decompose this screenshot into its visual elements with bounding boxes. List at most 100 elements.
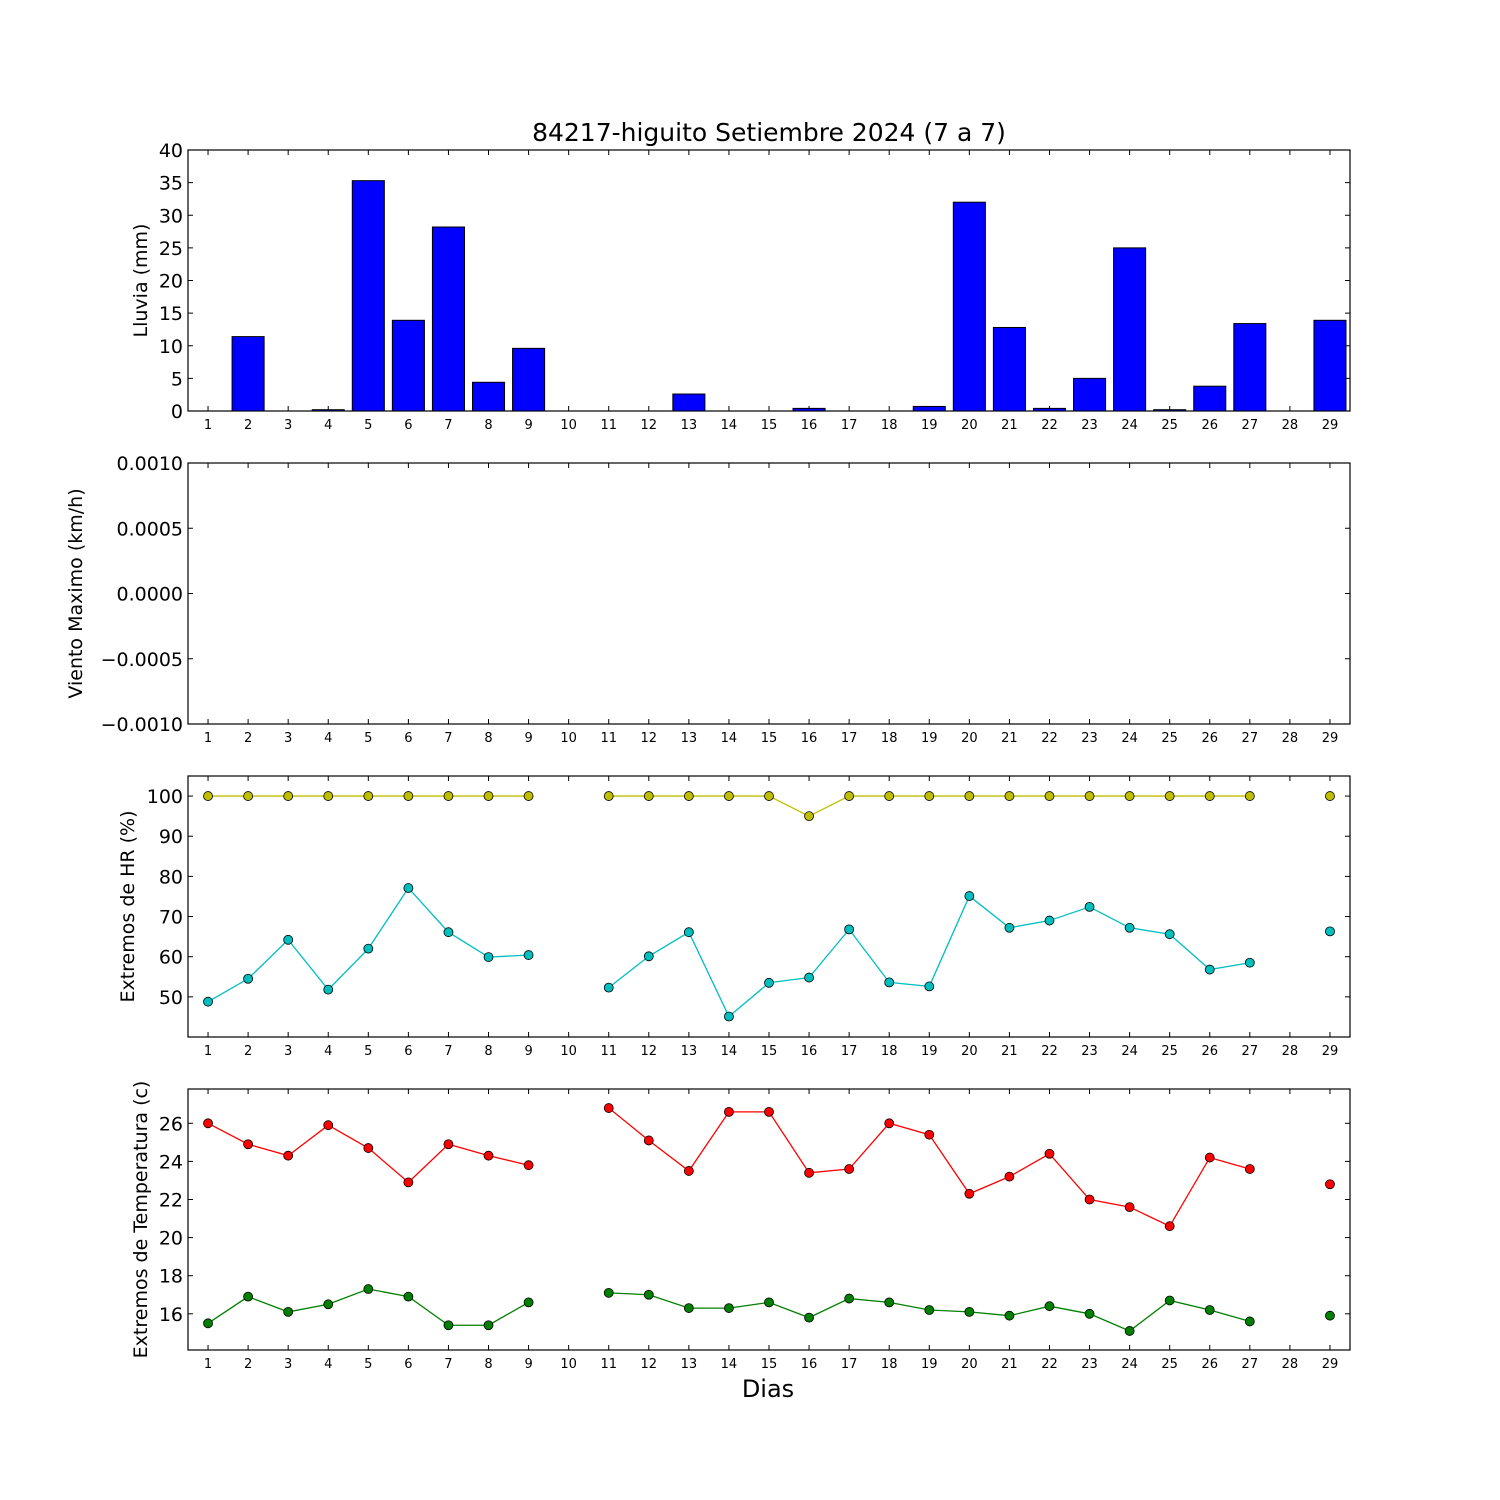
humidity-series-1-point-day-19 bbox=[924, 791, 935, 801]
temperature-series-2-point-day-17 bbox=[844, 1293, 855, 1304]
humidity-series-1-point-day-23 bbox=[1084, 791, 1095, 801]
temperature-series-1-point-day-16 bbox=[804, 1167, 814, 1178]
temperature-series-1-point-day-4 bbox=[323, 1120, 334, 1131]
x-tick-label: 2 bbox=[244, 1044, 252, 1059]
rain-bar-day-5 bbox=[351, 180, 385, 412]
x-tick-label: 1 bbox=[204, 1357, 212, 1372]
humidity-series-2-point-day-6 bbox=[403, 883, 414, 893]
x-tick-label: 19 bbox=[921, 1357, 938, 1372]
x-tick-label: 17 bbox=[841, 1357, 858, 1372]
humidity-y-axis-label: Extremos de HR (%) bbox=[117, 810, 139, 1002]
humidity-series-2-point-day-9 bbox=[523, 950, 534, 960]
y-tick-label: 70 bbox=[159, 907, 183, 929]
rain-bar-day-8 bbox=[471, 381, 506, 412]
x-tick-label: 19 bbox=[921, 418, 938, 433]
x-tick-label: 18 bbox=[881, 731, 898, 746]
temperature-series-2-point-day-19 bbox=[924, 1305, 935, 1315]
x-tick-label: 28 bbox=[1282, 1044, 1299, 1059]
x-tick-label: 1 bbox=[204, 731, 212, 746]
x-tick-label: 29 bbox=[1322, 1357, 1339, 1372]
x-tick-label: 22 bbox=[1041, 418, 1058, 433]
humidity-series-2-point-day-19 bbox=[924, 981, 935, 992]
humidity-series-2-point-day-13 bbox=[683, 927, 694, 938]
x-tick-label: 19 bbox=[921, 731, 938, 746]
temperature-series-1-point-day-21 bbox=[1004, 1171, 1015, 1182]
x-tick-label: 25 bbox=[1161, 731, 1178, 746]
x-tick-label: 17 bbox=[841, 731, 858, 746]
x-tick-label: 5 bbox=[364, 418, 372, 433]
humidity-series-1-point-day-18 bbox=[884, 791, 895, 801]
humidity-series-2-point-day-3 bbox=[283, 934, 294, 945]
temperature-series-1-point-day-18 bbox=[884, 1118, 895, 1129]
x-tick-label: 16 bbox=[801, 418, 818, 433]
humidity-series-1-point-day-17 bbox=[844, 791, 855, 801]
humidity-series-2-point-day-5 bbox=[363, 943, 374, 954]
temperature-series-1-point-day-11 bbox=[603, 1103, 614, 1113]
x-tick-label: 22 bbox=[1041, 1044, 1058, 1059]
x-tick-label: 11 bbox=[600, 731, 617, 746]
y-tick-label: 80 bbox=[159, 866, 183, 888]
humidity-series-1-point-day-29 bbox=[1325, 791, 1335, 801]
x-tick-label: 5 bbox=[364, 1357, 372, 1372]
x-tick-label: 8 bbox=[484, 1044, 492, 1059]
humidity-series-2-point-day-4 bbox=[323, 984, 334, 995]
y-tick-label: −0.0010 bbox=[101, 714, 183, 736]
x-tick-label: 13 bbox=[681, 418, 698, 433]
x-tick-label: 29 bbox=[1322, 731, 1339, 746]
temperature-series-2-point-day-14 bbox=[724, 1303, 734, 1313]
humidity-series-2-point-day-24 bbox=[1124, 922, 1135, 933]
rain-bar-day-2 bbox=[231, 336, 265, 412]
temperature-series-2-point-day-24 bbox=[1124, 1326, 1135, 1336]
y-tick-label: 20 bbox=[159, 271, 183, 293]
rain-bar-day-25 bbox=[1153, 409, 1187, 412]
x-tick-label: 27 bbox=[1242, 731, 1259, 746]
y-tick-label: 25 bbox=[159, 238, 183, 260]
humidity-series-2-point-day-18 bbox=[884, 977, 895, 988]
x-tick-label: 15 bbox=[761, 1357, 778, 1372]
temperature-series-1-point-day-15 bbox=[764, 1106, 774, 1117]
x-tick-label: 21 bbox=[1001, 731, 1018, 746]
temperature-series-1-point-day-23 bbox=[1084, 1194, 1095, 1205]
x-tick-label: 26 bbox=[1201, 1357, 1218, 1372]
temperature-series-1-point-day-7 bbox=[443, 1139, 454, 1150]
x-tick-label: 20 bbox=[961, 418, 978, 433]
humidity-series-2-point-day-7 bbox=[443, 927, 454, 938]
rain-bar-day-24 bbox=[1113, 247, 1147, 412]
humidity-series-2-point-day-26 bbox=[1204, 964, 1215, 975]
humidity-series-2-point-day-27 bbox=[1244, 957, 1255, 968]
x-tick-label: 23 bbox=[1081, 731, 1098, 746]
x-tick-label: 10 bbox=[560, 731, 577, 746]
x-tick-label: 10 bbox=[560, 1044, 577, 1059]
x-tick-label: 27 bbox=[1242, 1044, 1259, 1059]
temperature-series-2-point-day-15 bbox=[764, 1297, 774, 1308]
temperature-series-2-point-day-16 bbox=[804, 1312, 814, 1323]
y-tick-label: 5 bbox=[171, 368, 183, 390]
x-tick-label: 20 bbox=[961, 1357, 978, 1372]
humidity-series-1-point-day-24 bbox=[1124, 791, 1135, 801]
x-tick-label: 22 bbox=[1041, 1357, 1058, 1372]
temperature-series-1-point-day-1 bbox=[203, 1118, 213, 1129]
humidity-series-2-point-day-16 bbox=[804, 972, 814, 983]
temperature-series-2-point-day-25 bbox=[1164, 1295, 1175, 1306]
x-tick-label: 12 bbox=[641, 1357, 658, 1372]
temperature-series-1-point-day-29 bbox=[1325, 1179, 1335, 1190]
x-tick-label: 25 bbox=[1161, 1044, 1178, 1059]
humidity-series-2-point-day-23 bbox=[1084, 902, 1095, 912]
humidity-series-1-point-day-21 bbox=[1004, 791, 1015, 801]
x-tick-label: 26 bbox=[1201, 418, 1218, 433]
x-tick-label: 16 bbox=[801, 1357, 818, 1372]
humidity-series-1-point-day-25 bbox=[1164, 791, 1175, 801]
y-tick-label: 100 bbox=[147, 786, 183, 808]
temperature-series-1-point-day-24 bbox=[1124, 1202, 1135, 1213]
temperature-series-1-point-day-26 bbox=[1204, 1152, 1215, 1163]
x-tick-label: 5 bbox=[364, 731, 372, 746]
temperature-series-2-point-day-12 bbox=[643, 1289, 654, 1300]
temperature-series-2-point-day-26 bbox=[1204, 1305, 1215, 1315]
humidity-series-2-point-day-21 bbox=[1004, 922, 1015, 933]
temperature-series-1-point-day-27 bbox=[1244, 1164, 1255, 1174]
temperature-series-2-point-day-27 bbox=[1244, 1316, 1255, 1327]
humidity-series-2-point-day-25 bbox=[1164, 929, 1175, 940]
x-tick-label: 3 bbox=[284, 1044, 292, 1059]
